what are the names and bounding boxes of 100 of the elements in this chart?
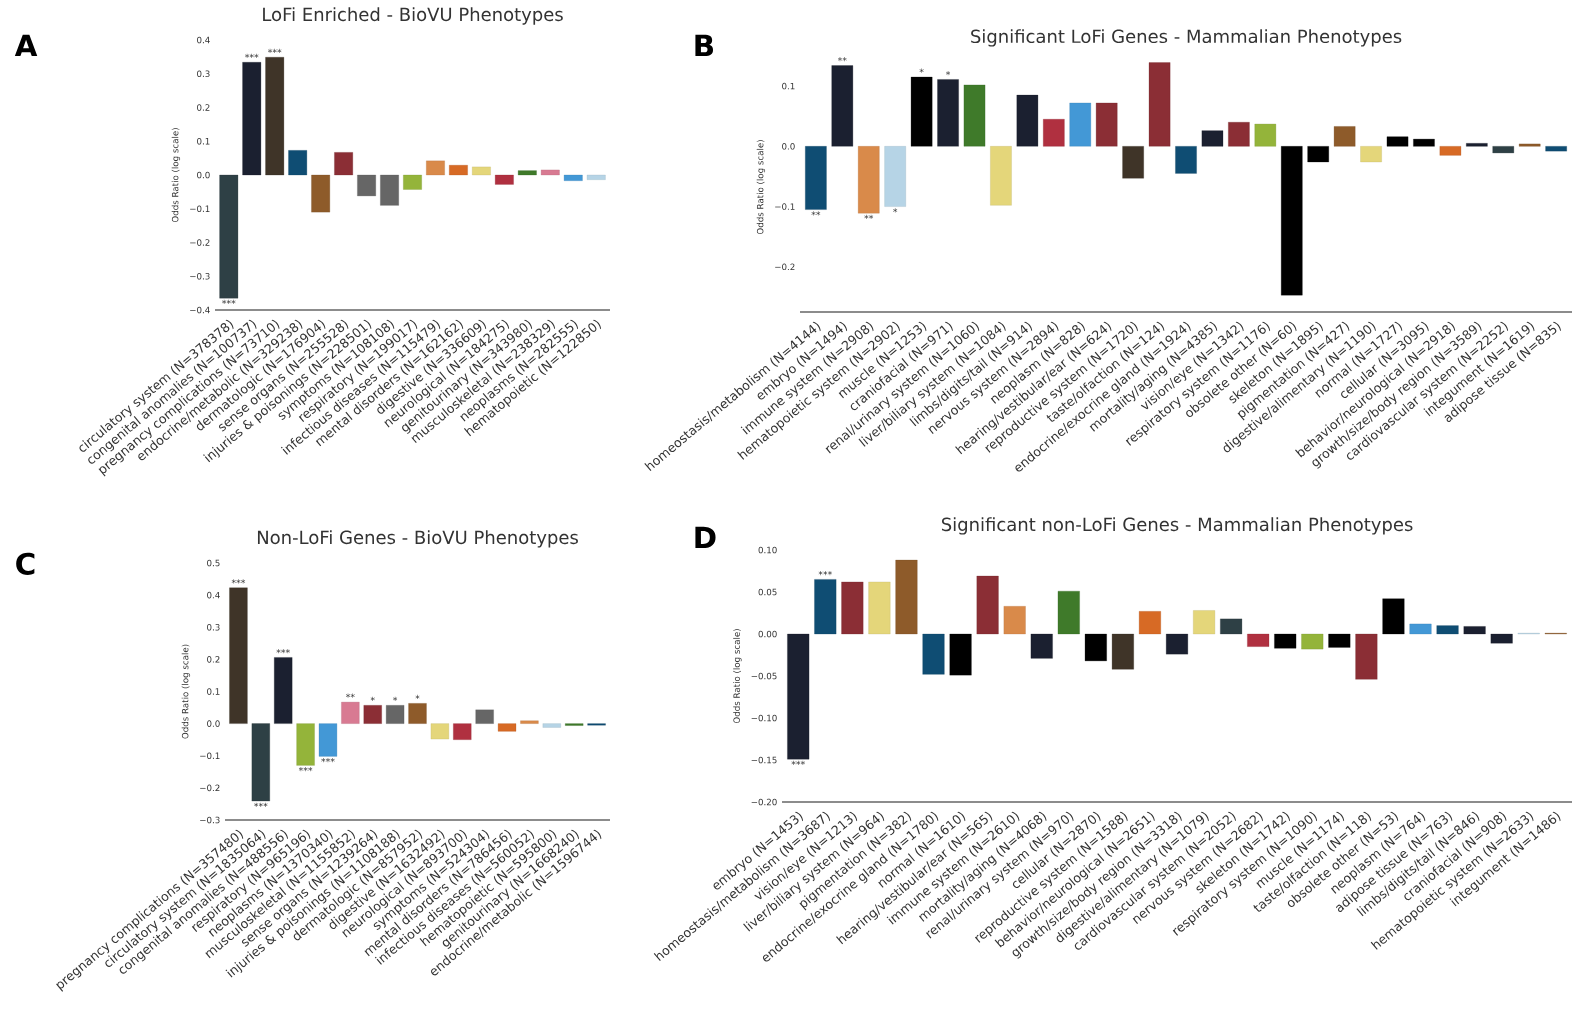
bar <box>1492 146 1514 154</box>
bar <box>408 703 427 724</box>
y-tick-label: 0.0 <box>207 720 220 727</box>
bar <box>472 166 491 176</box>
bar <box>1095 102 1118 147</box>
bar <box>1166 633 1188 655</box>
bar <box>386 705 405 724</box>
y-tick-label: −0.1 <box>775 203 795 210</box>
y-tick-label: 0.05 <box>758 588 777 596</box>
bar <box>341 701 360 724</box>
bar <box>868 581 891 635</box>
y-tick-label: −0.3 <box>190 272 210 280</box>
y-tick-label: 0.3 <box>207 623 220 631</box>
y-tick-label: −0.20 <box>751 798 777 806</box>
bar <box>288 150 307 176</box>
data-label: *** <box>818 570 833 576</box>
bar <box>274 657 293 724</box>
bar <box>1439 146 1462 156</box>
y-tick-label: −0.3 <box>200 816 220 824</box>
bar <box>1043 119 1065 147</box>
bar <box>540 169 560 176</box>
bar <box>520 720 539 724</box>
data-label: *** <box>276 648 290 654</box>
y-tick-label: −0.2 <box>200 784 220 792</box>
bar <box>296 723 315 766</box>
y-tick-label: −0.15 <box>751 756 777 764</box>
bar <box>453 723 472 740</box>
data-label: * <box>370 696 375 702</box>
bar <box>1057 591 1080 635</box>
bar <box>1228 122 1250 147</box>
bar <box>229 587 248 724</box>
y-tick-label: −0.10 <box>751 714 777 722</box>
y-tick-label: 0.4 <box>207 591 220 599</box>
bar <box>430 723 449 740</box>
bar <box>1466 143 1488 147</box>
chart-title: LoFi Enriched - BioVU Phenotypes <box>263 7 563 25</box>
bar <box>910 76 933 147</box>
bar <box>586 174 606 180</box>
bar <box>884 146 906 207</box>
bar <box>403 174 422 190</box>
y-tick-label: 0.2 <box>197 104 210 111</box>
bar <box>1084 633 1107 662</box>
text: A <box>14 34 38 57</box>
bar <box>922 633 945 675</box>
bar <box>1386 136 1409 147</box>
bar <box>426 160 445 176</box>
chart-title: Non-LoFi Genes - BioVU Phenotypes <box>257 530 578 548</box>
bar <box>357 174 376 197</box>
data-label: * <box>415 694 420 700</box>
bar <box>1247 633 1270 647</box>
data-label: ** <box>345 693 355 698</box>
bar <box>1274 633 1297 649</box>
data-label: ** <box>837 57 847 62</box>
bar <box>1413 138 1435 147</box>
bar <box>858 146 880 214</box>
bar <box>1545 146 1567 152</box>
y-tick-label: −0.4 <box>190 306 210 314</box>
data-label: *** <box>267 48 282 53</box>
bar <box>242 62 262 176</box>
data-label: * <box>893 208 898 213</box>
y-tick-label: 0.1 <box>197 137 210 145</box>
y-tick-label: 0.0 <box>197 171 210 179</box>
bar <box>1490 633 1513 644</box>
bar <box>1436 625 1459 635</box>
bar <box>1463 626 1486 635</box>
data-label: *** <box>254 802 268 807</box>
y-tick-label: 0.1 <box>207 688 220 695</box>
bar <box>805 146 827 210</box>
y-tick-label: −0.2 <box>190 239 210 246</box>
bar <box>937 79 959 147</box>
bar <box>1030 633 1053 659</box>
bar <box>831 65 854 147</box>
bar <box>542 723 561 728</box>
bar <box>1382 598 1405 635</box>
bar <box>449 165 468 176</box>
bar <box>1139 611 1161 635</box>
y-tick-label: −0.05 <box>751 672 777 680</box>
bar <box>1301 633 1324 650</box>
bar <box>1220 618 1243 635</box>
bar <box>1333 126 1356 147</box>
bar <box>1409 623 1432 635</box>
bar <box>895 559 918 635</box>
bar <box>1328 633 1351 648</box>
data-label: * <box>919 68 924 73</box>
y-tick-label: −0.2 <box>775 263 795 271</box>
data-label: ** <box>811 211 821 216</box>
bar <box>311 174 330 213</box>
bar <box>1307 146 1329 163</box>
bar <box>1003 606 1026 635</box>
bar <box>495 174 514 185</box>
text: C <box>16 552 35 575</box>
data-label: *** <box>231 579 246 584</box>
bar <box>363 705 382 724</box>
bar <box>1193 610 1216 635</box>
bar <box>219 174 239 299</box>
bar <box>380 174 399 206</box>
y-tick-label: 0.3 <box>197 70 210 78</box>
data-label: *** <box>791 760 805 766</box>
bar <box>497 723 517 732</box>
data-label: *** <box>222 299 236 305</box>
